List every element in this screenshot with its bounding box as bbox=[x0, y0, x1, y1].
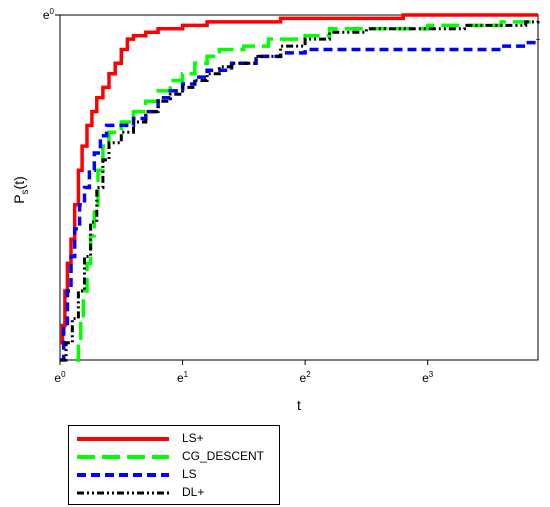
series-line-ls bbox=[60, 39, 540, 362]
x-tick-layer: e0 e1 e2 e3 bbox=[54, 360, 434, 385]
legend-item-dl-plus: DL+ bbox=[69, 484, 279, 502]
plot-area-frame bbox=[59, 14, 539, 361]
y-axis-label-main: P bbox=[11, 194, 27, 203]
y-axis-label-tail: (t) bbox=[11, 176, 27, 189]
y-tick-label: e0 bbox=[43, 7, 55, 22]
x-tick-label: e2 bbox=[300, 370, 312, 385]
x-axis-label: t bbox=[297, 397, 301, 413]
legend-label-ls-plus: LS+ bbox=[182, 431, 204, 445]
legend: LS+ CG_DESCENT LS DL+ bbox=[68, 425, 280, 505]
y-tick-layer: e0 bbox=[43, 7, 60, 22]
series-line-dl-plus bbox=[60, 18, 540, 362]
x-tick-label: e1 bbox=[177, 370, 189, 385]
x-tick-label: e0 bbox=[54, 370, 66, 385]
chart-plot: e0 e1 e2 e3 e0 t Ps(t) bbox=[11, 7, 540, 413]
legend-swatch-cg-descent bbox=[77, 455, 169, 459]
legend-swatch-dl-plus bbox=[77, 491, 169, 495]
series-line-ls-plus bbox=[60, 13, 538, 345]
legend-label-dl-plus: DL+ bbox=[182, 485, 205, 499]
legend-swatch-ls bbox=[77, 473, 169, 477]
legend-item-ls: LS bbox=[69, 466, 279, 484]
legend-swatch-ls-plus bbox=[77, 437, 169, 441]
series-line-cg-descent bbox=[75, 20, 538, 362]
y-axis-label-sub: s bbox=[20, 189, 31, 194]
legend-label-cg-descent: CG_DESCENT bbox=[182, 449, 265, 463]
x-tick-label: e3 bbox=[422, 370, 434, 385]
legend-label-ls: LS bbox=[182, 467, 197, 481]
y-axis-label: Ps(t) bbox=[11, 176, 31, 204]
series-layer bbox=[60, 13, 540, 362]
legend-item-ls-plus: LS+ bbox=[69, 430, 279, 448]
legend-item-cg-descent: CG_DESCENT bbox=[69, 448, 279, 466]
